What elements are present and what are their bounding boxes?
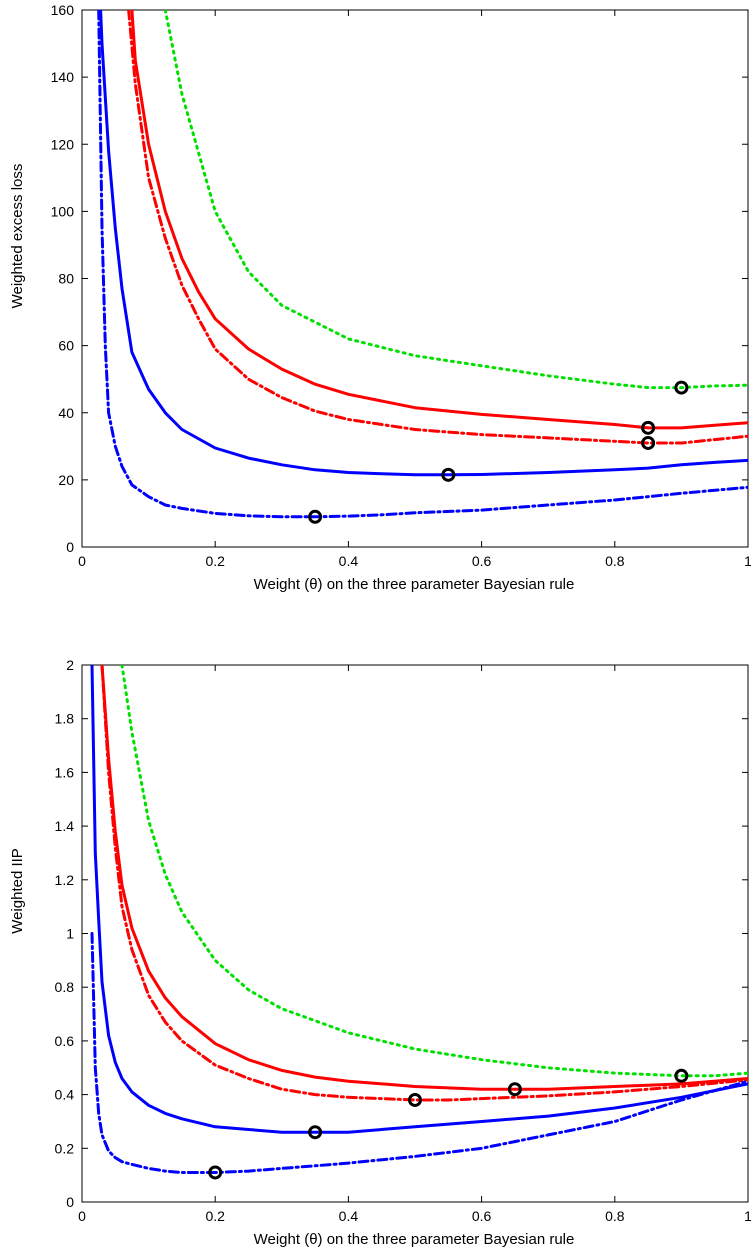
y-tick-label: 0.8 <box>55 979 75 995</box>
x-tick-label: 1 <box>744 1208 751 1224</box>
x-tick-label: 0.8 <box>605 1208 625 1224</box>
series-line-1 <box>100 665 748 1091</box>
minimum-marker <box>641 420 656 435</box>
y-tick-label: 1 <box>66 926 74 942</box>
y-tick-label: 0 <box>66 539 74 555</box>
y-tick-label: 1.4 <box>55 818 75 834</box>
y-tick-label: 80 <box>58 271 74 287</box>
y-tick-label: 1.6 <box>55 764 75 780</box>
y-axis-title: Weighted IIP <box>9 848 26 934</box>
series-line-3 <box>99 10 748 477</box>
series-line-1 <box>130 10 748 430</box>
y-tick-label: 0.6 <box>55 1033 75 1049</box>
chart-weighted-iip: Weight (θ) on the three parameter Bayesi… <box>9 657 751 1248</box>
x-tick-label: 0.2 <box>205 553 225 569</box>
y-tick-label: 60 <box>58 338 74 354</box>
series-line-2 <box>127 10 748 445</box>
minimum-marker <box>641 435 656 450</box>
y-tick-label: 2 <box>66 657 74 673</box>
minimum-marker <box>308 509 323 524</box>
x-tick-label: 0.4 <box>339 553 359 569</box>
minimum-marker <box>408 1092 422 1107</box>
y-tick-label: 0.2 <box>55 1140 75 1156</box>
y-tick-label: 40 <box>58 405 74 421</box>
x-tick-label: 0.6 <box>472 1208 492 1224</box>
y-axis-title: Weighted excess loss <box>9 164 26 309</box>
series-line-2 <box>100 665 748 1102</box>
minimum-marker <box>441 467 456 482</box>
minimum-marker <box>674 380 689 395</box>
x-axis-title: Weight (θ) on the three parameter Bayesi… <box>254 576 575 593</box>
x-tick-label: 0 <box>78 1208 86 1224</box>
series-group <box>90 665 748 1174</box>
minimum-marker <box>308 1125 323 1140</box>
y-tick-label: 20 <box>58 472 74 488</box>
series-line-0 <box>120 665 748 1078</box>
y-tick-label: 1.8 <box>55 711 75 727</box>
x-tick-label: 0.4 <box>339 1208 359 1224</box>
y-tick-label: 0.4 <box>55 1087 75 1103</box>
x-axis-title: Weight (θ) on the three parameter Bayesi… <box>254 1231 575 1248</box>
x-tick-label: 0.8 <box>605 553 625 569</box>
y-tick-label: 100 <box>51 203 75 219</box>
series-line-4 <box>97 10 748 519</box>
minimum-marker <box>507 1082 522 1097</box>
y-tick-label: 0 <box>66 1194 74 1210</box>
y-tick-label: 140 <box>51 69 75 85</box>
x-tick-label: 1 <box>744 553 751 569</box>
x-tick-label: 0.6 <box>472 553 492 569</box>
y-tick-label: 1.2 <box>55 872 75 888</box>
series-line-4 <box>90 932 748 1174</box>
y-tick-label: 160 <box>51 2 75 18</box>
series-line-3 <box>90 665 748 1134</box>
x-tick-label: 0 <box>78 553 86 569</box>
chart-weighted-excess-loss: Weight (θ) on the three parameter Bayesi… <box>9 2 751 593</box>
minimum-marker <box>208 1165 223 1180</box>
x-tick-label: 0.2 <box>205 1208 225 1224</box>
minimum-marker <box>674 1068 689 1083</box>
y-tick-label: 120 <box>51 136 75 152</box>
